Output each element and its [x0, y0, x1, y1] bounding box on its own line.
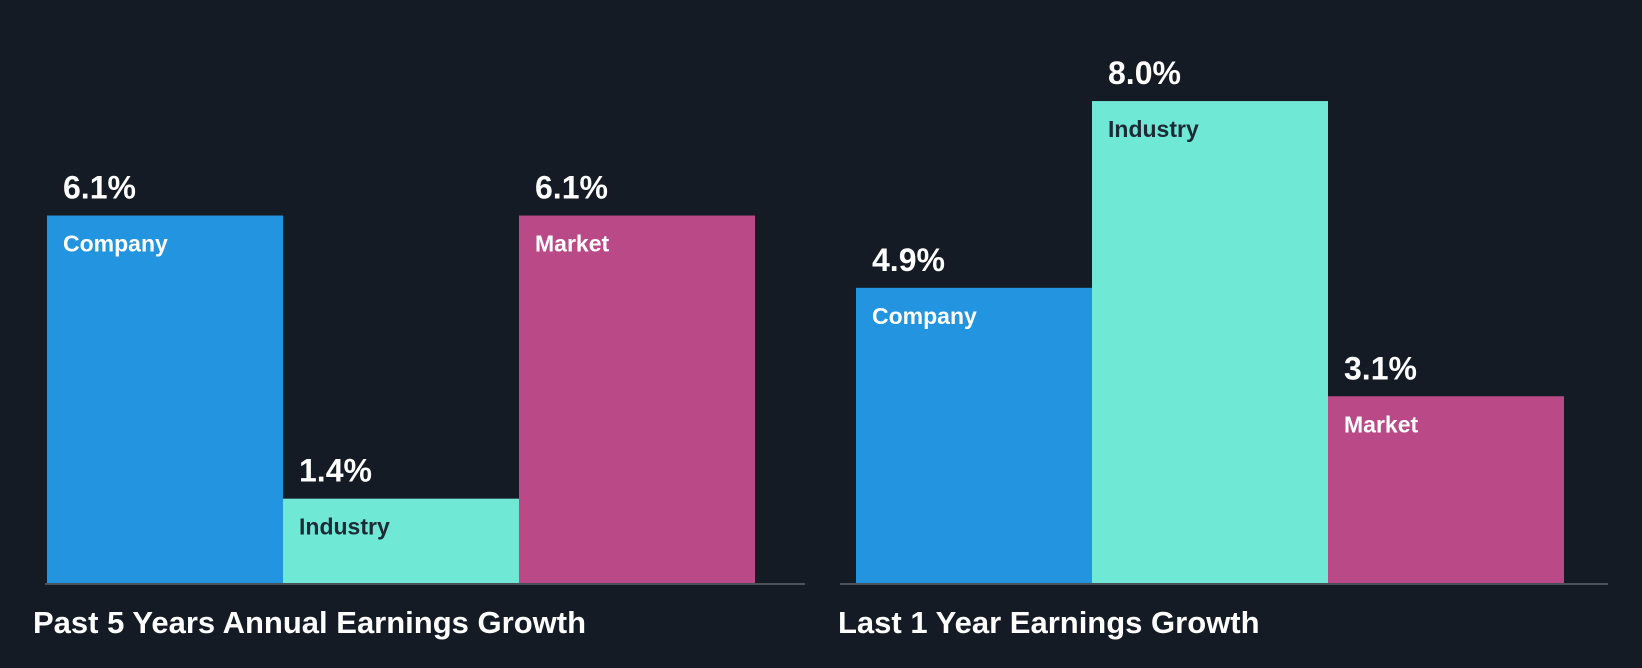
category-label-company-1y: Company	[872, 303, 977, 329]
value-label-company-5y: 6.1%	[63, 170, 136, 206]
value-label-market-5y: 6.1%	[535, 170, 608, 206]
category-label-company-5y: Company	[63, 231, 168, 257]
category-label-market-5y: Market	[535, 231, 609, 257]
category-label-market-1y: Market	[1344, 411, 1418, 437]
chart-panel-5y: 6.1% Company 1.4% Industry 6.1% Market Past 5…	[0, 0, 820, 668]
chart-title-5y: Past 5 Years Annual Earnings Growth	[33, 605, 587, 640]
bar-company-5y	[47, 215, 283, 583]
chart-title-1y: Last 1 Year Earnings Growth	[838, 605, 1260, 640]
value-label-market-1y: 3.1%	[1344, 350, 1417, 386]
value-label-industry-1y: 8.0%	[1108, 55, 1181, 91]
category-label-industry-1y: Industry	[1108, 116, 1199, 142]
bar-chart-1y: 4.9% Company 8.0% Industry 3.1% Market	[840, 55, 1608, 585]
bar-chart-5y: 6.1% Company 1.4% Industry 6.1% Market	[45, 170, 805, 585]
category-label-industry-5y: Industry	[299, 514, 390, 540]
value-label-company-1y: 4.9%	[872, 242, 945, 278]
bar-company-1y	[856, 287, 1092, 583]
bar-market-5y	[519, 215, 755, 583]
bar-industry-5y	[283, 498, 519, 583]
value-label-industry-5y: 1.4%	[299, 453, 372, 489]
bar-industry-1y	[1092, 101, 1328, 583]
chart-panel-1y: 4.9% Company 8.0% Industry 3.1% Market Last 1…	[820, 0, 1642, 668]
bar-market-1y	[1328, 396, 1564, 583]
